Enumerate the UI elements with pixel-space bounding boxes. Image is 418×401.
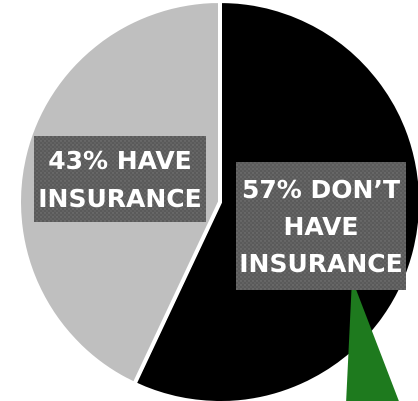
slice-label-box-0 [236,162,406,290]
slice-label-0-line-0: 57% DON’T [242,175,400,204]
slice-label-0: 57% DON’T HAVE INSURANCE [239,175,402,278]
slice-label-box-1 [34,136,206,222]
slice-label-1-line-1: INSURANCE [38,184,201,213]
annotation-layer [346,279,399,401]
slice-labels: 57% DON’T HAVE INSURANCE 43% HAVE INSURANCE [34,136,406,290]
slice-label-1-line-0: 43% HAVE [48,146,192,175]
slice-label-0-line-2: INSURANCE [239,249,402,278]
green-triangle-marker [346,279,399,401]
slice-label-1: 43% HAVE INSURANCE [38,146,201,213]
slice-label-0-line-1: HAVE [284,212,359,241]
